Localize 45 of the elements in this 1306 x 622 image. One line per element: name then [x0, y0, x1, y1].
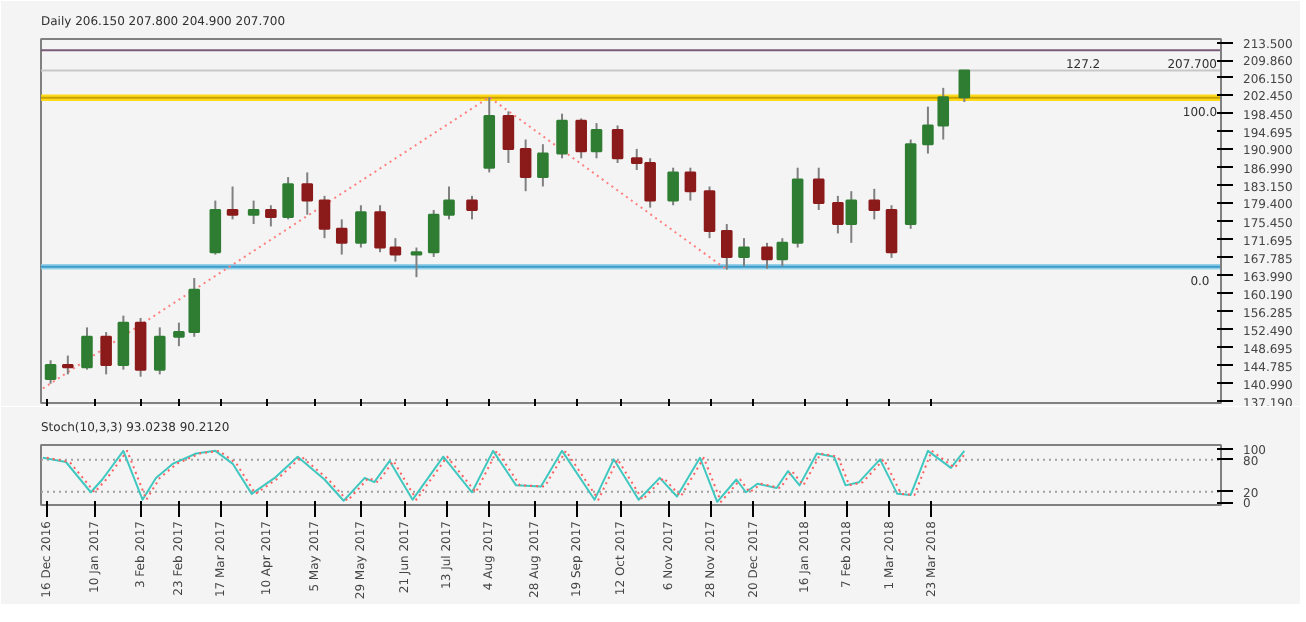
candlestick: [720, 223, 733, 271]
candlestick: [100, 331, 112, 376]
candlestick: [761, 241, 773, 270]
candlestick: [502, 110, 515, 164]
candlestick: [188, 277, 201, 338]
candlestick: [466, 194, 478, 221]
candlestick: [153, 326, 166, 376]
candlestick: [812, 166, 825, 211]
candlestick: [427, 208, 440, 258]
candlestick: [868, 187, 881, 221]
candlestick: [301, 171, 314, 216]
candlestick: [537, 143, 549, 188]
candlestick: [937, 86, 950, 141]
candlestick: [173, 321, 185, 348]
candlestick: [958, 69, 971, 103]
candlestick: [738, 237, 750, 268]
candlestick: [703, 185, 716, 240]
candlestick: [134, 316, 147, 378]
candlestick: [247, 199, 260, 226]
candlestick: [117, 314, 130, 371]
candlestick: [556, 112, 568, 160]
candlestick: [389, 237, 402, 263]
candlestick: [885, 204, 898, 259]
candlestick: [62, 354, 74, 376]
candlestick: [443, 185, 455, 221]
candlestick: [684, 166, 697, 202]
candlestick: [318, 194, 331, 240]
candlestick: [575, 117, 587, 160]
candlestick: [667, 166, 679, 207]
candlestick: [355, 204, 367, 249]
candlestick: [282, 176, 294, 221]
candlestick: [226, 185, 239, 221]
candlestick: [776, 237, 789, 268]
candlestick: [410, 246, 423, 279]
candlestick: [611, 124, 624, 164]
candlestick: [845, 190, 858, 244]
candlestick: [81, 326, 93, 371]
candlestick: [374, 204, 386, 254]
candlestick: [922, 105, 934, 155]
candlestick: [590, 122, 603, 160]
candlestick: [209, 199, 222, 256]
candlestick: [265, 204, 277, 228]
candlestick: [519, 138, 532, 193]
candlestick: [335, 218, 348, 256]
candlestick: [832, 194, 844, 235]
